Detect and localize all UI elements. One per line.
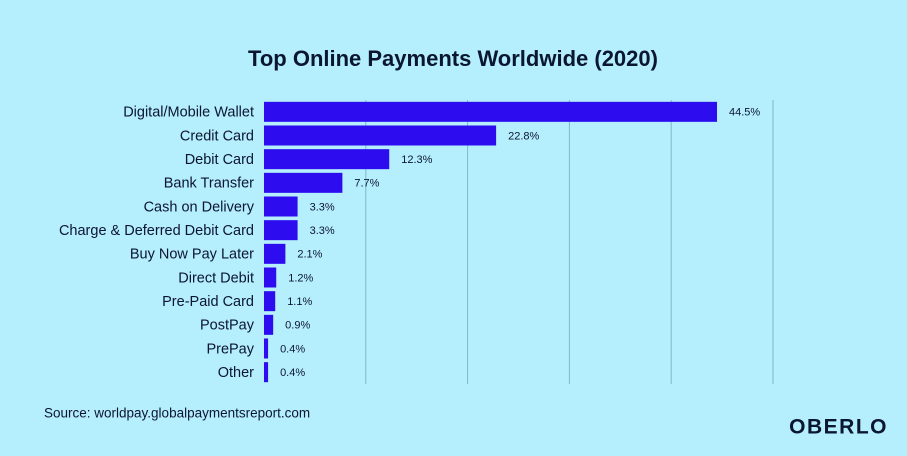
value-label: 3.3%	[310, 225, 335, 237]
value-label: 1.1%	[287, 296, 312, 308]
value-label: 1.2%	[288, 272, 313, 284]
value-label: 0.9%	[285, 320, 310, 332]
value-label: 12.3%	[401, 154, 432, 166]
value-label: 22.8%	[508, 130, 539, 142]
bar	[264, 220, 298, 241]
value-label: 44.5%	[729, 107, 760, 119]
bar	[264, 196, 298, 217]
bar	[264, 314, 274, 335]
bar	[264, 267, 277, 288]
category-label: Direct Debit	[178, 270, 254, 286]
category-label: Other	[218, 365, 254, 381]
value-label: 2.1%	[297, 249, 322, 261]
value-label: 7.7%	[354, 178, 379, 190]
category-label: Digital/Mobile Wallet	[123, 105, 254, 121]
value-label: 3.3%	[310, 201, 335, 213]
category-label: Pre-Paid Card	[162, 294, 254, 310]
value-label: 0.4%	[280, 343, 305, 355]
category-label: Cash on Delivery	[144, 199, 255, 215]
bar	[264, 291, 276, 312]
bar	[264, 362, 269, 383]
chart-title: Top Online Payments Worldwide (2020)	[248, 46, 658, 71]
bar	[264, 172, 343, 193]
logo: OBERLO	[789, 416, 888, 439]
bar	[264, 101, 718, 122]
bar	[264, 125, 497, 146]
category-label: PostPay	[200, 318, 255, 334]
category-label: Buy Now Pay Later	[130, 247, 254, 263]
category-label: Bank Transfer	[164, 176, 254, 192]
category-label: Credit Card	[180, 128, 254, 144]
category-label: PrePay	[206, 341, 254, 357]
category-label: Debit Card	[185, 152, 254, 168]
bar	[264, 338, 269, 359]
value-label: 0.4%	[280, 367, 305, 379]
category-label: Charge & Deferred Debit Card	[59, 223, 254, 239]
bar	[264, 149, 390, 170]
source: Source: worldpay.globalpaymentsreport.co…	[44, 406, 310, 421]
bar	[264, 243, 286, 264]
